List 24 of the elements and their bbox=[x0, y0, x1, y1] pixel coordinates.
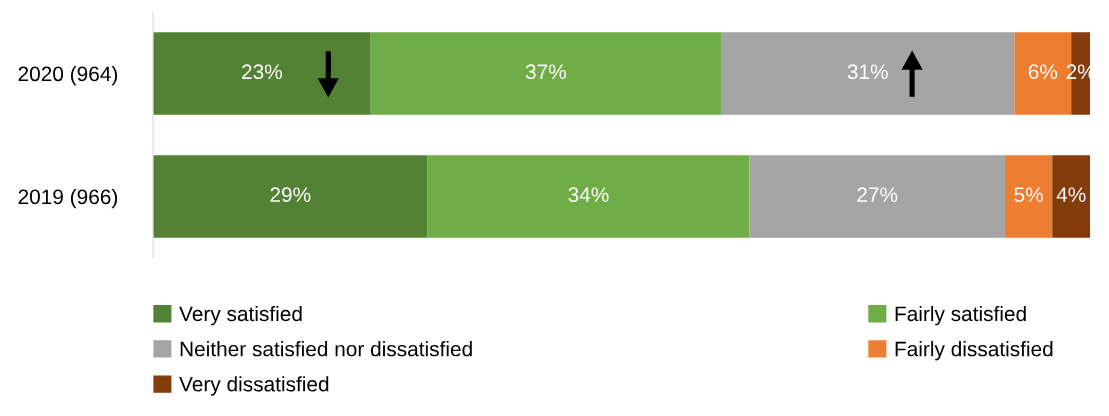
bar bbox=[1052, 155, 1091, 238]
bar bbox=[370, 32, 721, 115]
legend-label: Very satisfied bbox=[179, 305, 302, 326]
bar bbox=[153, 32, 371, 115]
legend-label: Fairly satisfied bbox=[895, 305, 1026, 326]
data-label: 5% bbox=[1014, 187, 1043, 203]
bar bbox=[720, 32, 1015, 115]
bar bbox=[1004, 155, 1053, 238]
y-tick-label: 2019 (966) bbox=[18, 188, 118, 209]
bar bbox=[749, 155, 1005, 238]
data-label: 27% bbox=[857, 187, 898, 202]
bar bbox=[427, 155, 750, 238]
data-label: 6% bbox=[1028, 64, 1058, 80]
data-label: 31% bbox=[847, 64, 888, 80]
data-label: 34% bbox=[568, 187, 609, 203]
data-label: 37% bbox=[525, 64, 566, 80]
data-label: 4% bbox=[1056, 187, 1086, 202]
legend-label: Neither satisfied nor dissatisfied bbox=[180, 341, 472, 357]
legend-label: Very dissatisfied bbox=[179, 376, 329, 396]
data-label: 23% bbox=[242, 64, 283, 80]
bar bbox=[153, 155, 428, 238]
data-label: 29% bbox=[270, 187, 311, 203]
y-tick-label: 2020 (964) bbox=[18, 65, 118, 86]
legend-label: Fairly dissatisfied bbox=[895, 341, 1053, 361]
